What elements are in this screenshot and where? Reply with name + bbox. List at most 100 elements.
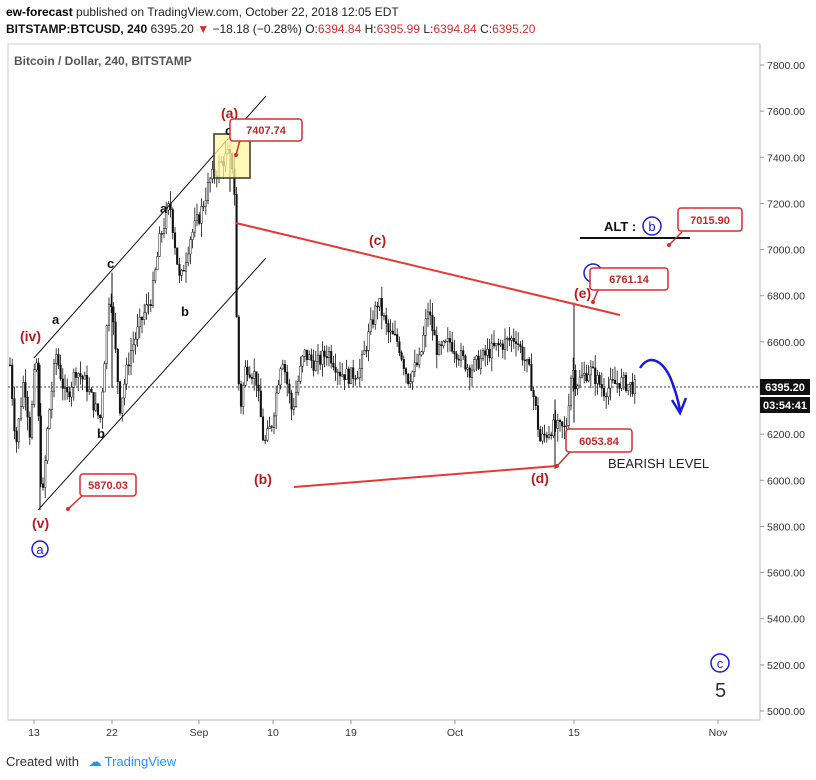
symbol-label[interactable]: BITSTAMP:BTCUSD, 240 — [6, 22, 148, 36]
candle-body — [303, 349, 306, 357]
callout-7015-box[interactable] — [677, 207, 743, 232]
y-tick-label: 5800.00 — [767, 521, 805, 533]
tradingview-logo-icon[interactable]: ☁ — [88, 754, 102, 769]
candle-body — [501, 343, 504, 350]
candle-body — [426, 311, 430, 320]
chart-header: ew-forecast published on TradingView.com… — [6, 4, 535, 38]
candle-body — [453, 351, 456, 355]
candle-body — [46, 428, 49, 462]
wave-label-a-paren: (a) — [221, 105, 238, 121]
callout-6761-box[interactable] — [589, 267, 669, 291]
candle-body — [237, 316, 240, 385]
candle-body — [451, 342, 454, 352]
candle-body — [506, 337, 509, 340]
candle-body — [490, 342, 493, 359]
candle-body — [17, 418, 20, 443]
candle-body — [352, 367, 355, 379]
channel-lower-line[interactable] — [37, 257, 267, 511]
y-axis: 7800.00 7600.00 7400.00 7200.00 7000.00 6800.… — [760, 60, 805, 718]
candle-body — [74, 372, 78, 378]
candle-body — [244, 366, 247, 386]
candle-body — [59, 365, 62, 380]
candle-body — [600, 384, 603, 389]
candle-body — [486, 348, 489, 356]
candle-body — [72, 372, 75, 388]
down-arrow-icon: ▼ — [197, 22, 210, 36]
candle-body — [519, 344, 522, 348]
callout-6053-box[interactable] — [565, 428, 633, 453]
candle-body — [242, 385, 245, 407]
circled-label-a: a — [36, 542, 44, 557]
tradingview-link[interactable]: TradingView — [104, 754, 177, 769]
author-name[interactable]: ew-forecast — [6, 5, 73, 19]
candle-body — [393, 333, 397, 336]
candle-body — [420, 351, 423, 356]
candle-body — [541, 433, 544, 442]
candle-body — [147, 304, 150, 306]
candle-body — [550, 434, 553, 437]
candle-body — [545, 434, 548, 438]
candle-body — [620, 377, 623, 389]
candle-body — [248, 374, 251, 378]
candle-body — [561, 421, 564, 427]
candle-body — [565, 425, 568, 427]
candle-body — [268, 426, 271, 429]
candle-body — [591, 366, 595, 369]
ohlc-line: BITSTAMP:BTCUSD, 240 6395.20 ▼ −18.18 (−… — [6, 21, 535, 38]
candle-body — [22, 382, 25, 407]
candle-body — [277, 384, 280, 394]
candle-body — [332, 362, 335, 368]
callout-5870-text: 5870.03 — [88, 480, 128, 492]
candle-body — [279, 368, 282, 386]
candle-body — [288, 383, 291, 394]
candle-body — [162, 228, 166, 234]
candle-body — [116, 348, 119, 383]
y-tick-label: 7400.00 — [767, 152, 805, 164]
candle-body — [57, 354, 60, 366]
circled-label-alt-b: b — [648, 219, 655, 234]
candle-body — [596, 375, 599, 384]
candle-body — [132, 344, 135, 351]
candle-body — [184, 262, 188, 272]
candle-body — [354, 378, 357, 380]
candle-body — [580, 374, 584, 378]
candle-body — [345, 368, 348, 381]
last-price: 6395.20 — [150, 22, 194, 36]
candle-body — [129, 350, 133, 367]
candle-body — [530, 364, 533, 391]
candle-body — [48, 409, 51, 429]
candle-body — [429, 311, 432, 316]
candle-body — [495, 343, 498, 347]
candle-body — [105, 325, 108, 364]
candle-body — [33, 369, 36, 405]
candle-body — [275, 392, 278, 417]
wave-label-b-paren: (b) — [254, 471, 272, 487]
candle-body — [206, 182, 210, 201]
candle-body — [477, 355, 480, 369]
triangle-lower-line[interactable] — [293, 465, 557, 488]
callout-7407-box[interactable] — [229, 118, 303, 142]
candle-body — [85, 375, 89, 392]
candle-body — [574, 369, 577, 389]
candle-body — [455, 353, 458, 360]
candle-body — [140, 316, 144, 321]
candle-body — [127, 364, 130, 367]
candle-body — [528, 359, 531, 365]
candle-body — [382, 315, 386, 317]
candle-body — [556, 420, 559, 429]
candle-body — [235, 194, 238, 318]
candle-body — [497, 343, 500, 346]
candle-body — [539, 429, 542, 442]
candle-body — [349, 367, 353, 384]
candle-body — [83, 375, 86, 380]
countdown-tag — [760, 397, 810, 413]
candle-body — [360, 354, 364, 369]
callout-5870-box[interactable] — [79, 473, 137, 497]
triangle-upper-line[interactable] — [235, 222, 621, 316]
candle-body — [272, 415, 276, 428]
subwave-label-c2: c — [225, 123, 232, 138]
wave-label-e-paren: (e) — [574, 285, 591, 301]
candle-body — [413, 362, 416, 372]
candle-body — [396, 334, 399, 342]
